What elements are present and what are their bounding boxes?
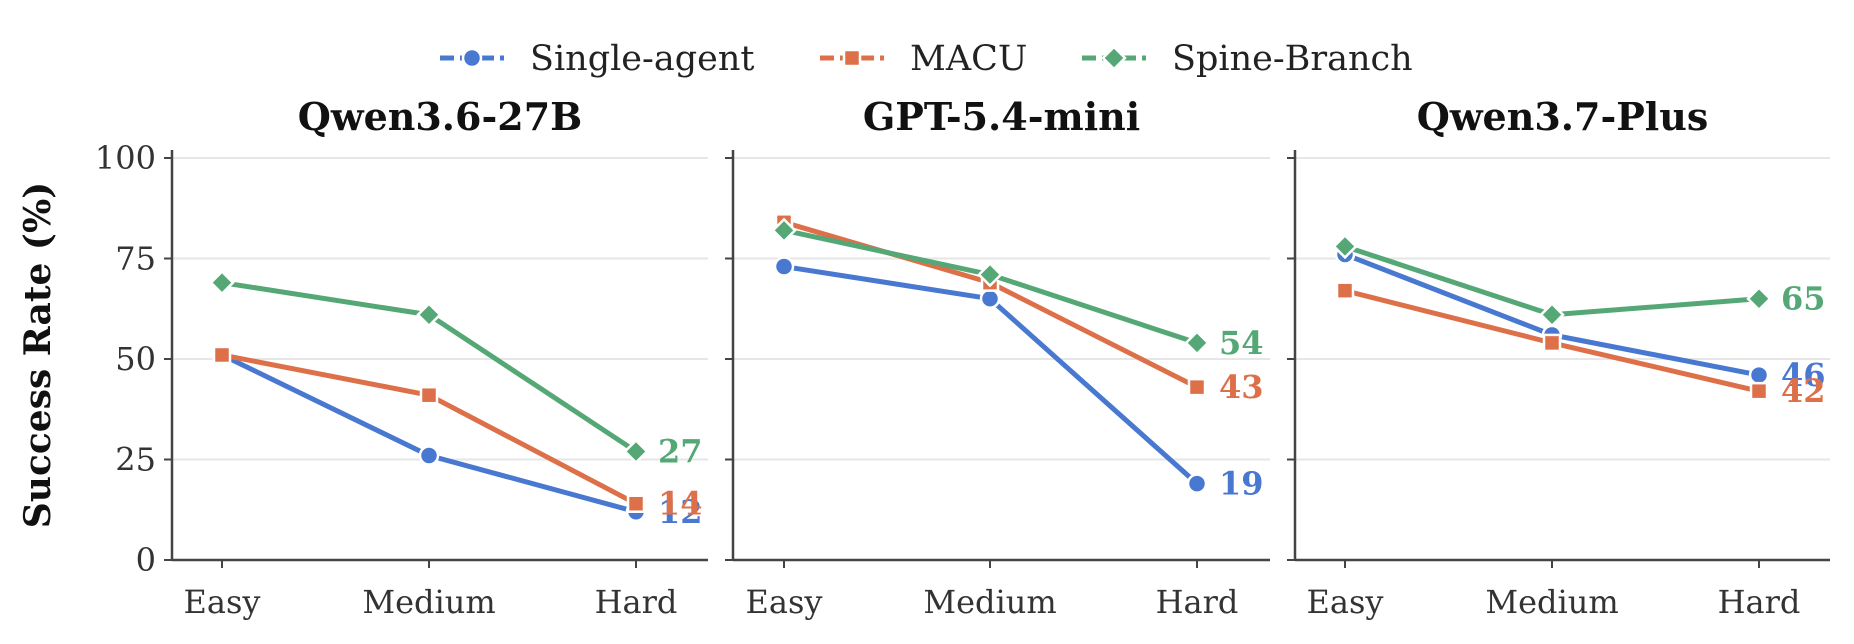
x-tick-label: Hard [1156,583,1239,621]
end-value-label-macu: 43 [1219,368,1264,406]
data-point-macu [1542,333,1562,353]
y-tick-label: 75 [115,240,156,278]
series-macu: 14 [212,345,703,523]
data-point-spine-branch [209,269,235,296]
y-tick-label: 50 [115,340,156,378]
series-single-agent: 19 [773,256,1264,503]
end-value-label-spine-branch: 27 [658,432,703,470]
end-value-label-spine-branch: 65 [1781,280,1826,318]
series-macu: 42 [1335,281,1826,410]
series-line-macu [219,352,639,507]
legend-item-spine-branch: Spine-Branch [1082,39,1413,79]
legend-item-macu: MACU [820,39,1027,79]
data-point-macu [419,385,439,405]
end-value-label-single-agent: 12 [658,493,703,531]
y-tick-label: 0 [136,541,156,579]
x-tick-label: Hard [1718,583,1801,621]
data-point-single-agent [773,256,795,277]
data-point-macu [1335,281,1355,300]
legend-label-single-agent: Single-agent [530,39,754,79]
end-value-label-macu: 14 [658,485,703,523]
data-point-single-agent [418,445,440,466]
legend-marker-spine-branch [1101,45,1127,71]
legend-marker-macu [842,48,862,68]
end-value-label-macu: 42 [1781,372,1826,410]
data-point-spine-branch [623,438,649,465]
data-point-spine-branch [416,302,442,328]
panel-title: Qwen3.6-27B [298,94,583,139]
x-tick-label: Easy [746,583,823,621]
panel-title: Qwen3.7-Plus [1417,94,1709,139]
legend-item-single-agent: Single-agent [440,39,754,79]
series-spine-branch: 27 [209,269,703,470]
data-point-single-agent [1186,473,1208,494]
x-tick-label: Medium [1485,583,1618,621]
series-single-agent: 12 [211,344,703,531]
data-point-spine-branch [771,217,797,244]
panel-2: Easy Medium Hard GPT-5.4-mini 19 43 54 [725,94,1270,621]
x-tick-label: Easy [1307,583,1384,621]
data-point-single-agent [979,288,1001,309]
y-tick-label: 100 [95,139,156,177]
legend-label-macu: MACU [910,39,1027,79]
data-point-spine-branch [977,261,1003,288]
series-spine-branch: 54 [771,217,1264,362]
legend: Single-agent MACU Spine-Branch [440,39,1413,79]
data-point-macu [626,494,646,513]
series-line-single-agent [219,352,639,515]
data-point-spine-branch [1332,233,1358,260]
series-spine-branch: 65 [1332,233,1826,328]
data-point-macu [1187,377,1207,397]
data-point-macu [212,345,232,365]
x-tick-label: Easy [184,583,261,621]
data-point-single-agent [1748,364,1770,386]
data-point-macu [1749,381,1769,401]
end-value-label-spine-branch: 54 [1219,324,1264,362]
panel-title: GPT-5.4-mini [863,94,1140,139]
legend-marker-single-agent [461,47,483,69]
x-tick-label: Medium [923,583,1056,621]
legend-label-spine-branch: Spine-Branch [1172,39,1413,79]
end-value-label-single-agent: 46 [1781,356,1826,394]
data-point-spine-branch [1184,330,1210,356]
x-tick-label: Hard [595,583,678,621]
end-value-label-single-agent: 19 [1219,465,1264,503]
x-tick-label: Medium [362,583,495,621]
data-point-spine-branch [1746,285,1772,312]
data-point-spine-branch [1539,302,1565,328]
y-tick-label: 25 [115,441,156,479]
y-axis-label: Success Rate (%) [17,182,59,528]
